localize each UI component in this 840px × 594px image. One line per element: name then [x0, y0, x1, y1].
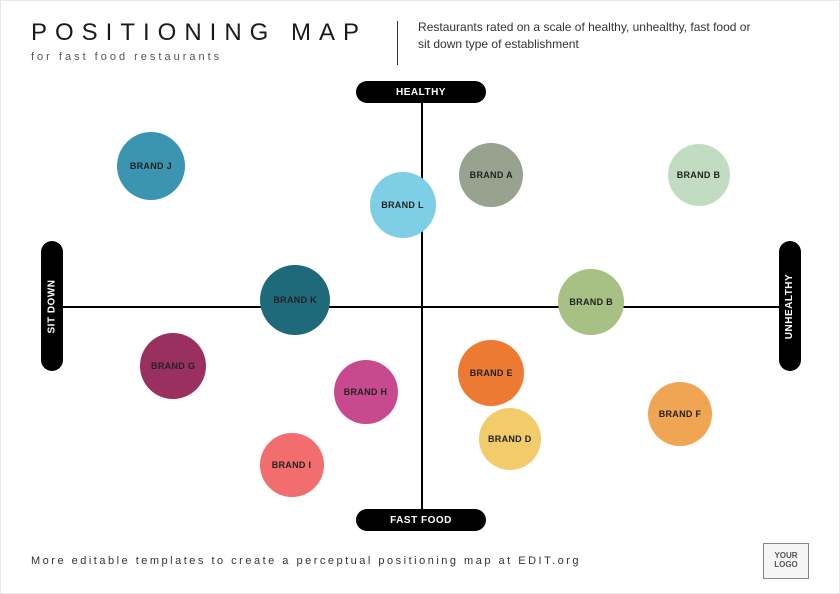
axis-label-right-text: UNHEALTHY	[785, 273, 796, 338]
bubble-brand: BRAND G	[140, 333, 206, 399]
bubble-brand: BRAND I	[260, 433, 324, 497]
bubble-brand: BRAND B	[668, 144, 730, 206]
header-description: Restaurants rated on a scale of healthy,…	[398, 19, 758, 65]
axis-label-right: UNHEALTHY	[779, 241, 801, 371]
bubble-brand: BRAND L	[370, 172, 436, 238]
footer-text: More editable templates to create a perc…	[31, 555, 581, 567]
footer: More editable templates to create a perc…	[31, 543, 809, 579]
bubble-brand: BRAND K	[260, 265, 330, 335]
bubble-brand: BRAND J	[117, 132, 185, 200]
bubble-brand: BRAND B	[558, 269, 624, 335]
axis-label-bottom-text: FAST FOOD	[390, 515, 452, 526]
axis-label-left: SIT DOWN	[41, 241, 63, 371]
bubble-brand: BRAND A	[459, 143, 523, 207]
bubble-brand: BRAND F	[648, 382, 712, 446]
positioning-chart: HEALTHY FAST FOOD SIT DOWN UNHEALTHY BRA…	[51, 91, 791, 521]
bubble-brand: BRAND E	[458, 340, 524, 406]
subtitle: for fast food restaurants	[31, 51, 367, 63]
axis-label-bottom: FAST FOOD	[356, 509, 486, 531]
title-block: POSITIONING MAP for fast food restaurant…	[31, 19, 397, 65]
bubble-brand: BRAND H	[334, 360, 398, 424]
bubble-brand: BRAND D	[479, 408, 541, 470]
header: POSITIONING MAP for fast food restaurant…	[31, 19, 809, 65]
axis-label-left-text: SIT DOWN	[47, 279, 58, 333]
main-title: POSITIONING MAP	[31, 19, 367, 47]
logo-placeholder: YOUR LOGO	[763, 543, 809, 579]
axis-label-top: HEALTHY	[356, 81, 486, 103]
y-axis	[421, 91, 423, 521]
axis-label-top-text: HEALTHY	[396, 87, 446, 98]
